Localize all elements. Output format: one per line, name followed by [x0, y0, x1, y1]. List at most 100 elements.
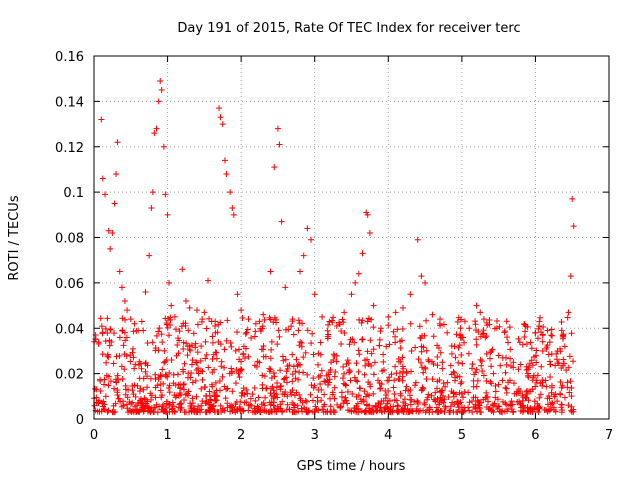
background-point: [490, 409, 497, 416]
background-point: [499, 407, 506, 414]
background-point: [296, 369, 303, 376]
background-point: [524, 387, 531, 394]
background-point: [491, 400, 498, 407]
background-point: [399, 373, 406, 380]
background-point: [232, 401, 239, 408]
data-point: [473, 302, 480, 309]
background-point: [122, 391, 129, 398]
background-point: [228, 343, 235, 350]
data-point: [102, 191, 109, 198]
background-point: [403, 370, 410, 377]
background-point: [172, 326, 179, 333]
background-point: [534, 335, 541, 342]
background-point: [558, 401, 565, 408]
background-point: [533, 347, 540, 354]
background-point: [197, 409, 204, 416]
background-point: [337, 403, 344, 410]
background-point: [105, 354, 112, 361]
background-point: [129, 387, 136, 394]
background-point: [194, 321, 201, 328]
background-point: [134, 402, 141, 409]
data-point: [444, 329, 451, 336]
background-point: [160, 401, 167, 408]
background-point: [544, 327, 551, 334]
background-point: [501, 328, 508, 335]
background-point: [270, 369, 277, 376]
background-point: [181, 396, 188, 403]
background-point: [195, 365, 202, 372]
background-point: [341, 330, 348, 337]
background-point: [437, 388, 444, 395]
background-point: [397, 390, 404, 397]
background-point: [126, 399, 133, 406]
y-axis-title: ROTI / TECUs: [7, 195, 22, 280]
background-point: [232, 347, 239, 354]
background-point: [503, 318, 510, 325]
background-point: [414, 397, 421, 404]
background-point: [483, 403, 490, 410]
background-point: [280, 376, 287, 383]
background-point: [241, 391, 248, 398]
data-point: [121, 298, 128, 305]
background-point: [242, 345, 249, 352]
background-point: [180, 320, 187, 327]
background-point: [400, 365, 407, 372]
background-point: [541, 406, 548, 413]
data-point: [539, 347, 546, 354]
background-point: [149, 339, 156, 346]
background-point: [289, 318, 296, 325]
background-point: [362, 362, 369, 369]
data-point: [142, 288, 149, 295]
background-point: [324, 327, 331, 334]
background-point: [188, 361, 195, 368]
background-point: [214, 409, 221, 416]
background-point: [180, 386, 187, 393]
data-point: [418, 273, 425, 280]
background-point: [303, 408, 310, 415]
data-point: [118, 284, 125, 291]
background-point: [473, 327, 480, 334]
background-point: [492, 382, 499, 389]
background-point: [411, 382, 418, 389]
background-point: [377, 328, 384, 335]
background-point: [203, 399, 210, 406]
background-point: [99, 403, 106, 410]
grid-layer: [94, 56, 609, 419]
data-point: [146, 252, 153, 259]
background-point: [522, 328, 529, 335]
data-point: [392, 309, 399, 316]
background-point: [337, 403, 344, 410]
background-point: [213, 349, 220, 356]
background-point: [364, 348, 371, 355]
background-point: [564, 379, 571, 386]
y-tick-label: 0.08: [55, 232, 84, 247]
background-point: [255, 394, 262, 401]
background-point: [273, 384, 280, 391]
x-tick-label: 2: [237, 428, 245, 443]
background-point: [147, 407, 154, 414]
background-point: [192, 377, 199, 384]
background-point: [288, 323, 295, 330]
background-point: [365, 315, 372, 322]
data-point: [113, 170, 120, 177]
background-point: [385, 322, 392, 329]
background-point: [147, 396, 154, 403]
background-point: [372, 403, 379, 410]
background-point: [527, 339, 534, 346]
background-point: [266, 314, 273, 321]
background-point: [227, 403, 234, 410]
background-point: [428, 392, 435, 399]
data-point: [179, 266, 186, 273]
data-point: [429, 311, 436, 318]
background-point: [403, 383, 410, 390]
background-point: [277, 401, 284, 408]
background-point: [289, 371, 296, 378]
background-point: [261, 316, 268, 323]
background-point: [338, 327, 345, 334]
data-point: [352, 279, 359, 286]
background-point: [447, 403, 454, 410]
background-point: [515, 335, 522, 342]
background-point: [363, 393, 370, 400]
background-point: [418, 364, 425, 371]
background-point: [106, 337, 113, 344]
